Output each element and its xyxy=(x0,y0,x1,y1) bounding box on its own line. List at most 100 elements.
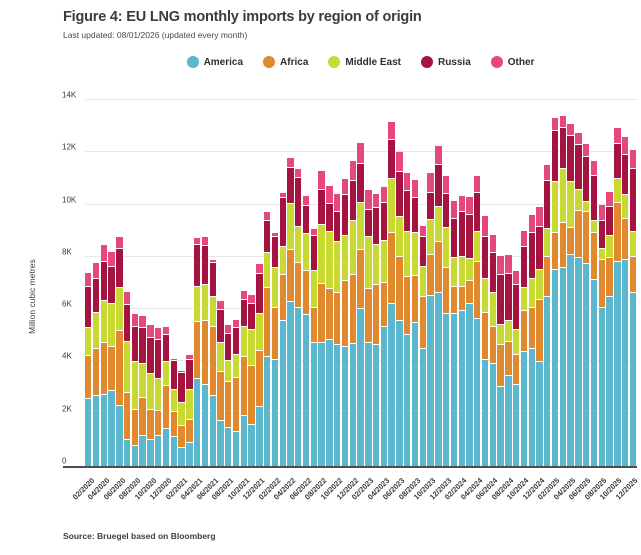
segment-africa xyxy=(326,288,333,340)
bar-01-2023[interactable] xyxy=(357,100,364,466)
segment-america xyxy=(505,374,512,466)
segment-other xyxy=(450,200,458,218)
bar-08-2025[interactable] xyxy=(598,100,605,466)
bar-02-2021[interactable] xyxy=(178,100,185,466)
bar-12-2024[interactable] xyxy=(536,100,543,466)
bar-10-2024[interactable] xyxy=(520,100,528,466)
bar-06-2023[interactable] xyxy=(396,100,403,466)
bar-08-2023[interactable] xyxy=(411,100,419,466)
legend-swatch-icon xyxy=(490,56,503,68)
bar-06-2025[interactable] xyxy=(583,100,590,466)
bar-02-2024[interactable] xyxy=(458,100,465,466)
bar-11-2025[interactable] xyxy=(621,100,629,466)
segment-middle-east xyxy=(318,224,325,284)
bar-03-2024[interactable] xyxy=(466,100,473,466)
bar-09-2025[interactable] xyxy=(606,100,613,466)
segment-russia xyxy=(139,327,146,363)
bar-08-2024[interactable] xyxy=(505,100,512,466)
segment-russia xyxy=(598,220,605,248)
segment-middle-east xyxy=(287,203,294,250)
segment-russia xyxy=(404,190,411,231)
bar-03-2022[interactable] xyxy=(279,100,286,466)
bar-12-2022[interactable] xyxy=(349,100,356,466)
bar-03-2025[interactable] xyxy=(559,100,567,466)
bar-04-2025[interactable] xyxy=(567,100,574,466)
bar-07-2023[interactable] xyxy=(404,100,411,466)
segment-america xyxy=(341,345,349,466)
bar-06-2020[interactable] xyxy=(116,100,123,466)
segment-middle-east xyxy=(248,328,255,366)
segment-middle-east xyxy=(614,178,621,202)
bar-11-2022[interactable] xyxy=(341,100,349,466)
bar-10-2021[interactable] xyxy=(240,100,248,466)
bar-03-2021[interactable] xyxy=(186,100,193,466)
bar-01-2025[interactable] xyxy=(544,100,551,466)
segment-other xyxy=(528,215,535,233)
bar-12-2021[interactable] xyxy=(256,100,263,466)
bar-09-2022[interactable] xyxy=(326,100,333,466)
segment-russia xyxy=(123,303,131,341)
bar-01-2022[interactable] xyxy=(263,100,271,466)
bar-11-2023[interactable] xyxy=(435,100,442,466)
bar-10-2020[interactable] xyxy=(147,100,154,466)
bar-05-2021[interactable] xyxy=(201,100,209,466)
bar-12-2025[interactable] xyxy=(629,100,637,466)
segment-russia xyxy=(396,170,403,217)
segment-africa xyxy=(201,319,209,384)
bar-11-2021[interactable] xyxy=(248,100,255,466)
bar-04-2021[interactable] xyxy=(193,100,201,466)
bar-04-2024[interactable] xyxy=(474,100,481,466)
bar-05-2022[interactable] xyxy=(295,100,302,466)
segment-russia xyxy=(365,208,372,236)
bar-05-2020[interactable] xyxy=(108,100,115,466)
segment-russia xyxy=(536,225,543,269)
bar-03-2020[interactable] xyxy=(92,100,100,466)
bar-02-2023[interactable] xyxy=(365,100,372,466)
segment-america xyxy=(567,254,574,466)
bar-04-2022[interactable] xyxy=(287,100,294,466)
segment-africa xyxy=(193,320,201,379)
bar-11-2020[interactable] xyxy=(155,100,162,466)
legend-item-russia: Russia xyxy=(420,56,471,68)
bar-03-2023[interactable] xyxy=(372,100,380,466)
bar-01-2024[interactable] xyxy=(450,100,458,466)
bar-07-2024[interactable] xyxy=(497,100,504,466)
bar-10-2025[interactable] xyxy=(614,100,621,466)
segment-middle-east xyxy=(326,230,333,289)
segment-other xyxy=(481,215,489,236)
bar-04-2023[interactable] xyxy=(380,100,388,466)
bar-09-2024[interactable] xyxy=(512,100,520,466)
bar-07-2022[interactable] xyxy=(310,100,318,466)
bar-08-2020[interactable] xyxy=(131,100,139,466)
segment-russia xyxy=(334,211,341,242)
segment-middle-east xyxy=(139,362,146,397)
segment-middle-east xyxy=(372,243,380,285)
bar-11-2024[interactable] xyxy=(528,100,535,466)
bar-08-2022[interactable] xyxy=(318,100,325,466)
bar-02-2022[interactable] xyxy=(271,100,279,466)
bar-06-2022[interactable] xyxy=(302,100,310,466)
bar-07-2021[interactable] xyxy=(217,100,224,466)
bar-05-2024[interactable] xyxy=(481,100,489,466)
bar-06-2021[interactable] xyxy=(209,100,216,466)
bar-05-2025[interactable] xyxy=(575,100,582,466)
segment-middle-east xyxy=(186,388,193,419)
bar-04-2020[interactable] xyxy=(100,100,107,466)
bar-02-2020[interactable] xyxy=(85,100,92,466)
bar-12-2023[interactable] xyxy=(442,100,450,466)
bar-09-2021[interactable] xyxy=(232,100,240,466)
bar-06-2024[interactable] xyxy=(489,100,497,466)
bar-07-2020[interactable] xyxy=(123,100,131,466)
bar-05-2023[interactable] xyxy=(388,100,395,466)
bar-01-2021[interactable] xyxy=(170,100,177,466)
bar-08-2021[interactable] xyxy=(225,100,232,466)
bar-07-2025[interactable] xyxy=(590,100,598,466)
bar-09-2020[interactable] xyxy=(139,100,146,466)
segment-russia xyxy=(186,358,193,389)
bar-02-2025[interactable] xyxy=(551,100,559,466)
bar-10-2022[interactable] xyxy=(334,100,341,466)
bar-09-2023[interactable] xyxy=(419,100,426,466)
bar-12-2020[interactable] xyxy=(162,100,170,466)
bar-10-2023[interactable] xyxy=(427,100,434,466)
segment-africa xyxy=(621,217,629,260)
